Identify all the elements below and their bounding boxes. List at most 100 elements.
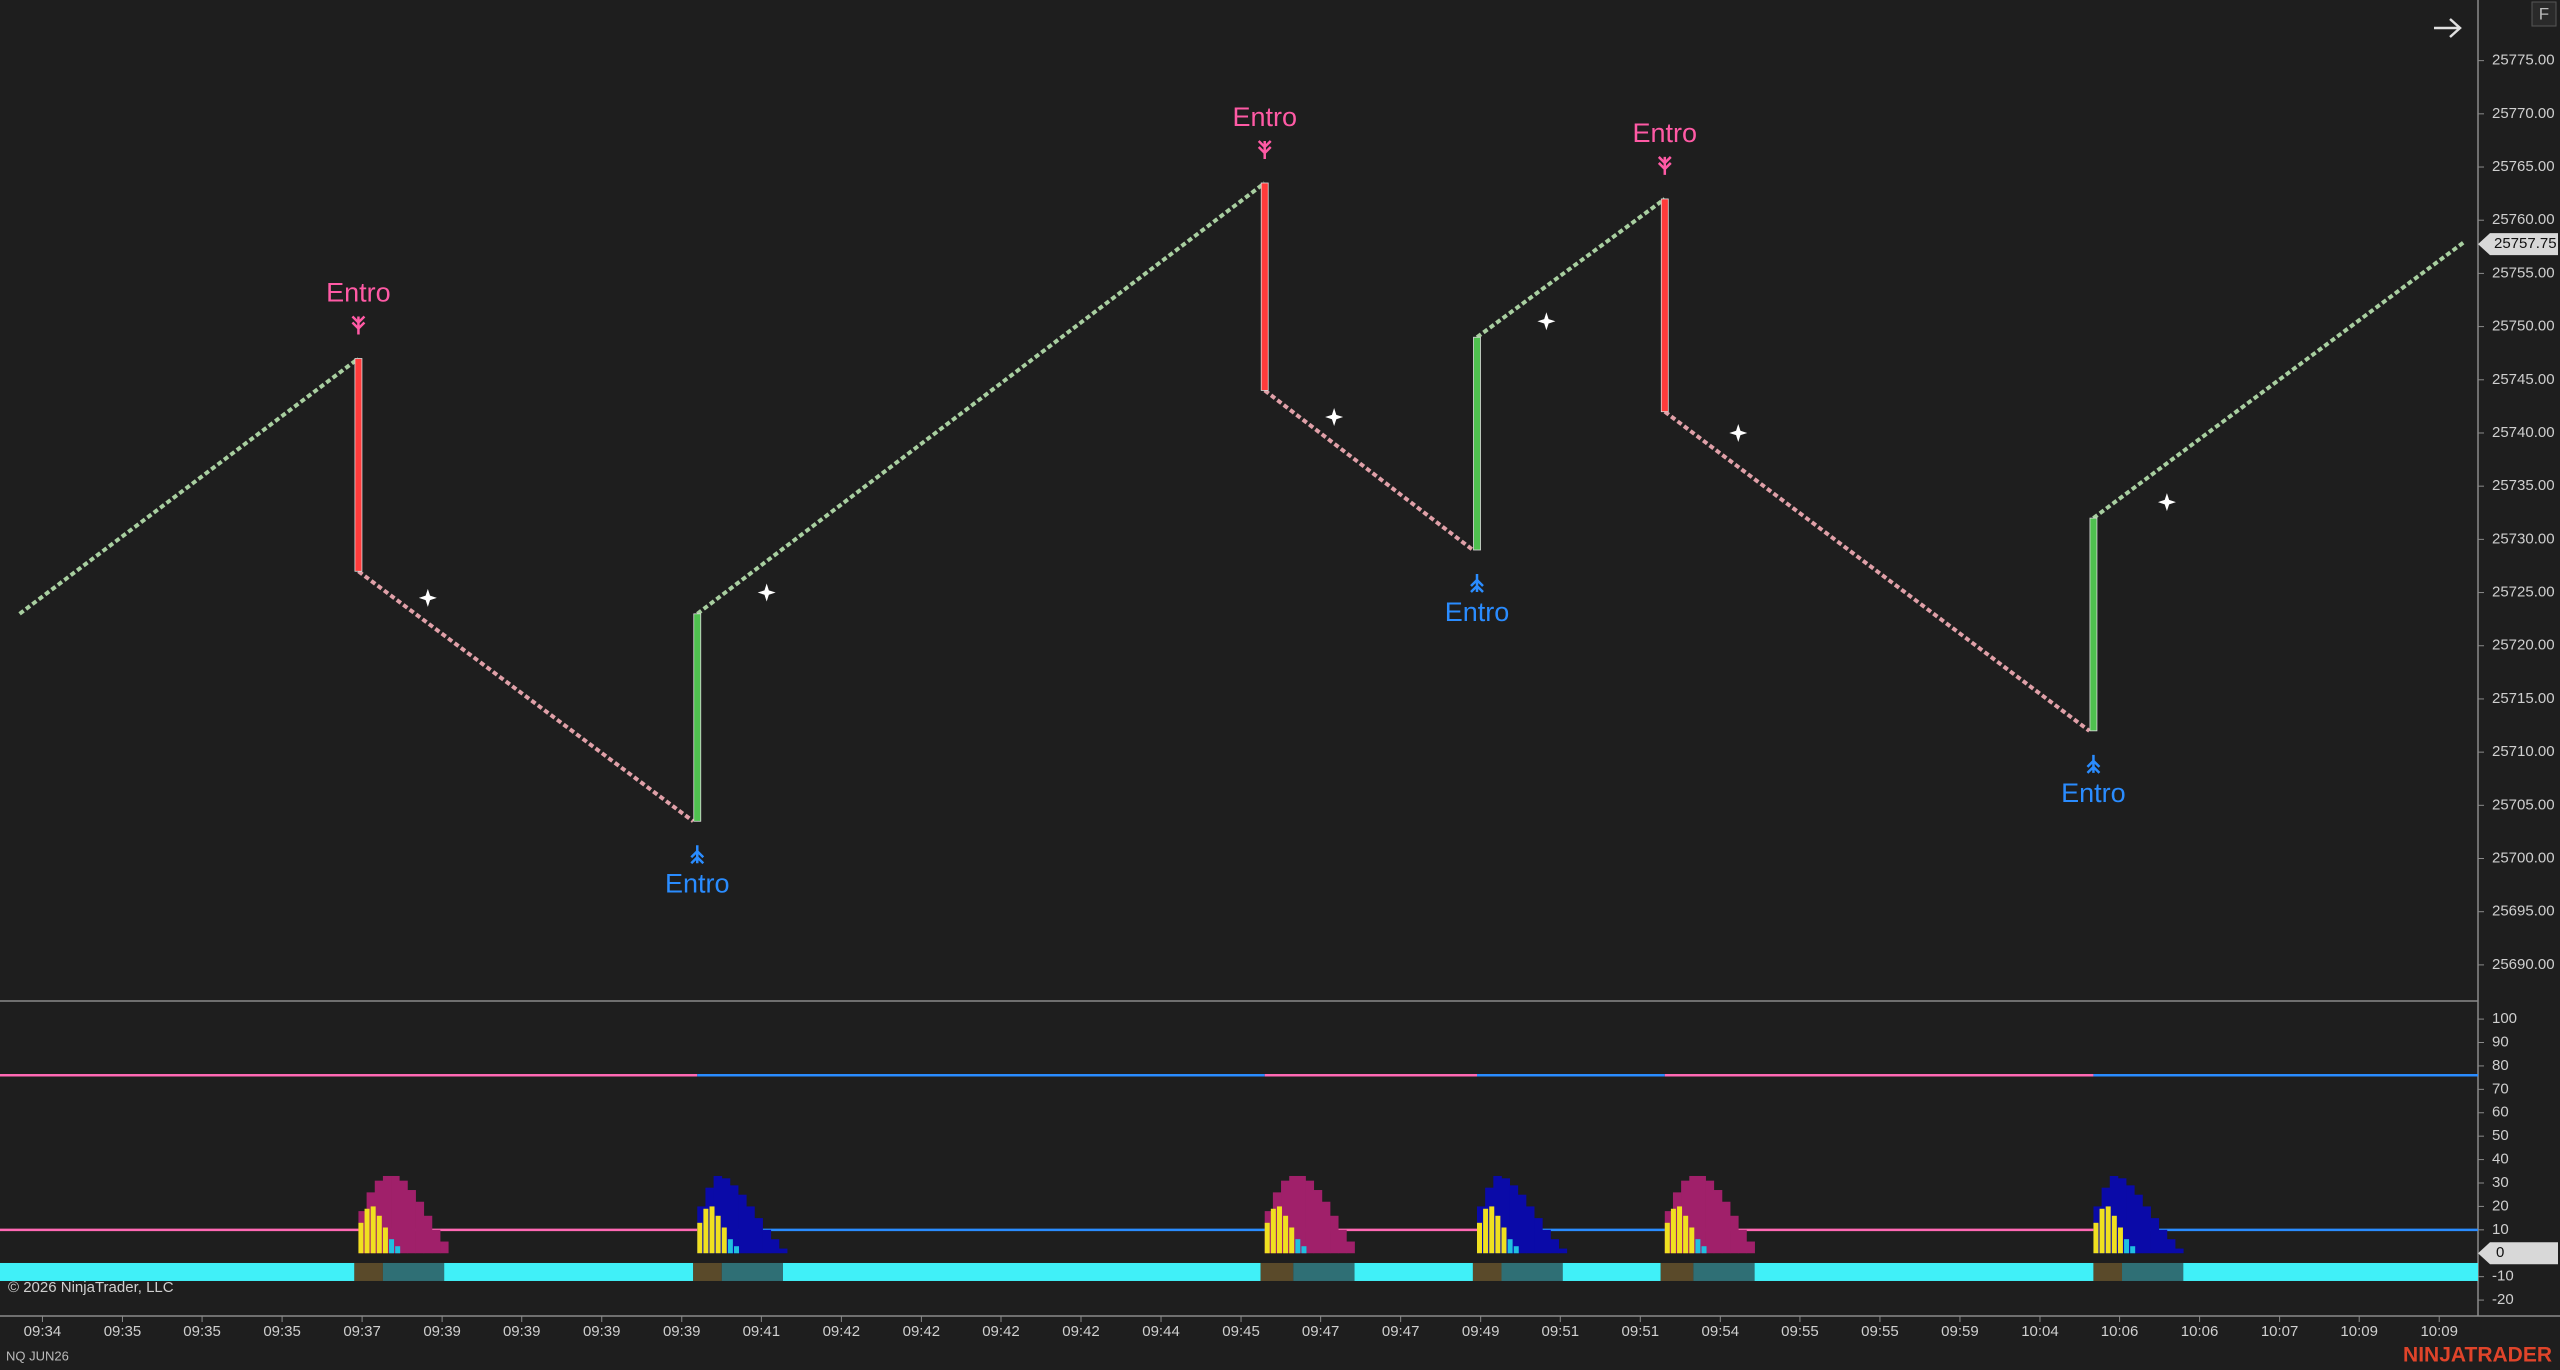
y-tick-label: 25750.00 [2492, 318, 2555, 335]
histogram-bar [1550, 1239, 1559, 1254]
histogram-bar [729, 1185, 739, 1254]
x-tick-label: 09:39 [503, 1323, 541, 1340]
y-tick-label: 70 [2492, 1080, 2509, 1097]
signal-label: Entro [1445, 597, 1510, 627]
histogram-bar [389, 1239, 395, 1254]
histogram-bar [1501, 1178, 1510, 1254]
band-segment [1501, 1262, 1563, 1281]
button-label[interactable]: F [2539, 4, 2549, 23]
histogram-bar [1321, 1201, 1331, 1254]
histogram-bar [1301, 1246, 1307, 1254]
histogram-bar [713, 1175, 723, 1254]
band-segment [1472, 1262, 1502, 1281]
histogram-bar [1738, 1229, 1747, 1254]
reversal-bar [354, 358, 363, 572]
x-tick-label: 09:44 [1142, 1323, 1180, 1340]
histogram-bar [2142, 1206, 2151, 1254]
y-tick-label: 25715.00 [2492, 690, 2555, 707]
x-tick-label: 09:34 [24, 1323, 62, 1340]
histogram-bar [1477, 1222, 1483, 1254]
y-tick-label: 40 [2492, 1151, 2509, 1168]
signal-arrow [1657, 156, 1672, 175]
band-segment [782, 1262, 1261, 1281]
last-price-tag [2478, 233, 2558, 256]
band-segment [721, 1262, 783, 1281]
last-price-label: 25757.75 [2494, 235, 2557, 252]
histogram-bar [2117, 1178, 2127, 1254]
histogram-bar [734, 1246, 740, 1254]
reversal-bar [1473, 336, 1481, 551]
signal-label: Entro [665, 868, 730, 898]
histogram-bar [2111, 1215, 2117, 1254]
y-tick-label: 25770.00 [2492, 105, 2555, 122]
histogram-bar [2099, 1208, 2105, 1254]
histogram-bar [1338, 1229, 1347, 1254]
signal-label: Entro [326, 278, 391, 308]
price-line [18, 181, 2467, 616]
histogram-bar [1670, 1208, 1676, 1254]
y-tick-label: 80 [2492, 1057, 2509, 1074]
band-segment [2183, 1262, 2478, 1281]
histogram-bar [1689, 1175, 1698, 1254]
y-tick-label: -10 [2492, 1268, 2514, 1285]
y-tick-label: 30 [2492, 1174, 2509, 1191]
band-segment [1562, 1262, 1661, 1281]
histogram-bar [1558, 1248, 1568, 1254]
histogram-bar [395, 1246, 401, 1254]
histogram-bar [1305, 1180, 1315, 1254]
x-tick-label: 09:39 [423, 1323, 461, 1340]
x-tick-label: 09:45 [1222, 1323, 1260, 1340]
signal-star [757, 583, 776, 602]
histogram-bar [1346, 1241, 1355, 1254]
histogram-bar [2134, 1194, 2143, 1254]
histogram-bar [1483, 1208, 1489, 1254]
histogram-bar [1283, 1215, 1289, 1254]
histogram-bar [754, 1218, 763, 1254]
histogram-bar [1542, 1229, 1551, 1254]
reversal-bar [1660, 198, 1669, 413]
reversal-bar [1260, 182, 1269, 391]
histogram-bar [2158, 1229, 2168, 1254]
x-tick-label: 09:39 [663, 1323, 701, 1340]
band-segment [1260, 1262, 1294, 1281]
histogram-bar [1697, 1175, 1706, 1254]
x-tick-label: 09:42 [823, 1323, 861, 1340]
y-tick-label: 25695.00 [2492, 903, 2555, 920]
signal-arrow [1257, 140, 1272, 159]
x-tick-label: 09:59 [1941, 1323, 1979, 1340]
button-box[interactable] [2531, 1, 2557, 27]
y-tick-label: 25730.00 [2492, 530, 2555, 547]
histogram-bar [370, 1206, 376, 1254]
y-tick-label: 25720.00 [2492, 637, 2555, 654]
histogram-bar [762, 1229, 772, 1254]
y-tick-label: 25745.00 [2492, 371, 2555, 388]
histogram-bar [1701, 1246, 1707, 1254]
histogram-bar [2175, 1248, 2184, 1254]
histogram-bar [1534, 1218, 1543, 1254]
last-value-label: 0 [2496, 1244, 2504, 1261]
y-tick-label: 50 [2492, 1127, 2509, 1144]
histogram-bar [709, 1206, 715, 1254]
histogram-bar [1289, 1227, 1295, 1254]
histogram-bar [1677, 1206, 1683, 1254]
histogram-bar [415, 1201, 425, 1254]
copyright: © 2026 NinjaTrader, LLC [8, 1279, 174, 1296]
y-tick-label: -20 [2492, 1291, 2514, 1308]
band-segment [1660, 1262, 1694, 1281]
histogram-bar [1297, 1175, 1306, 1254]
histogram-bar [1730, 1215, 1739, 1254]
scroll-arrow[interactable] [2434, 18, 2462, 38]
histogram-bar [1713, 1190, 1723, 1254]
histogram-bar [738, 1194, 747, 1254]
histogram-bar [1289, 1175, 1298, 1254]
signal-arrow [2086, 754, 2101, 774]
histogram-bar [2117, 1227, 2123, 1254]
y-tick-label: 25740.00 [2492, 424, 2555, 441]
histogram-bar [382, 1227, 388, 1254]
histogram-bar [2166, 1239, 2176, 1254]
histogram-bar [407, 1190, 416, 1254]
band-segment [2093, 1262, 2123, 1281]
y-tick-label: 25755.00 [2492, 264, 2555, 281]
x-tick-label: 09:51 [1622, 1323, 1660, 1340]
